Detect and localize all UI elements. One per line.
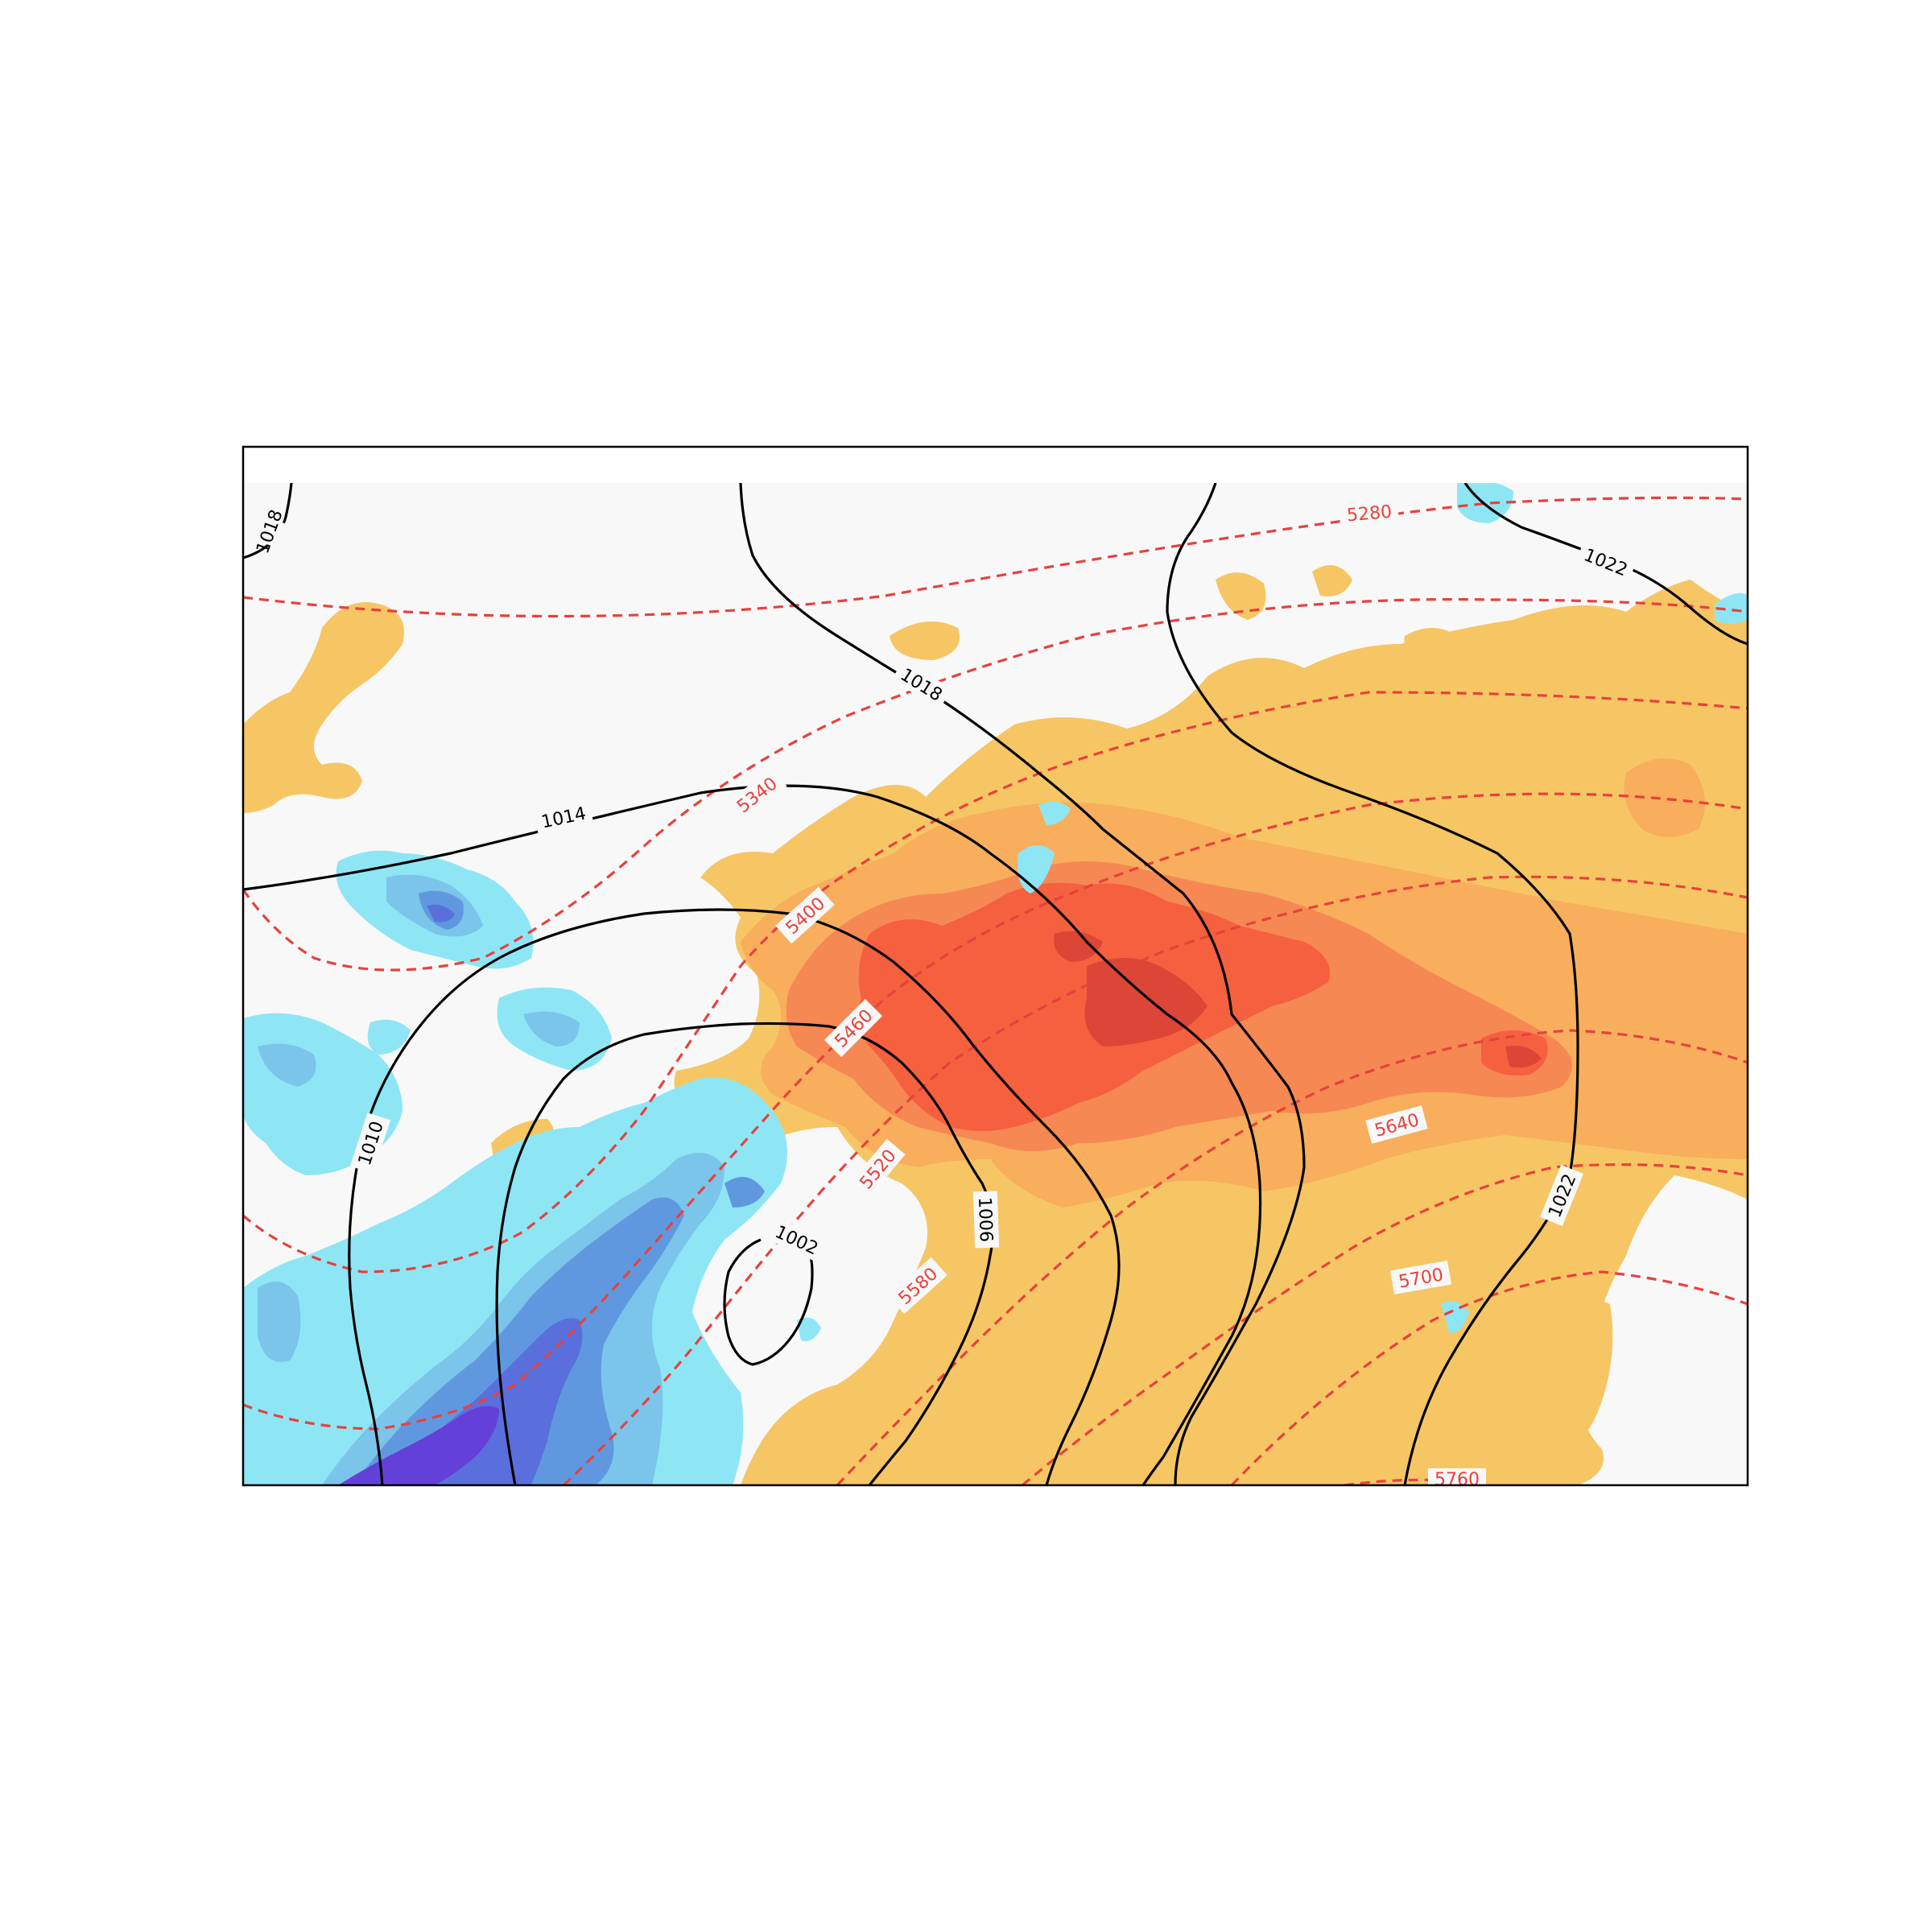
height-contour-5400 — [243, 691, 1748, 1274]
height-contour-5640 — [1021, 1163, 1748, 1485]
cold-level-2-area — [258, 1043, 316, 1087]
warm-anomaly-shading — [243, 565, 1748, 1485]
isobar-label: 1006 — [974, 1197, 996, 1243]
cold-level-3-area — [354, 1197, 684, 1485]
isobar-label-group: 1018 1014 1010 1018 1002 1006 1022 1022 — [246, 507, 1637, 1263]
isobar-1002 — [723, 1238, 814, 1366]
cold-level-1-area — [367, 1019, 411, 1055]
cold-level-4-area — [427, 904, 455, 923]
cold-level-2-area — [258, 1282, 301, 1362]
cold-level-1-area — [1441, 1301, 1469, 1333]
isobar-1018-central — [739, 483, 1306, 1485]
cold-level-5-area — [338, 1406, 499, 1485]
cold-level-1-area — [1038, 802, 1071, 825]
height-label: 5280 — [1346, 502, 1393, 526]
isobar-1022 — [1166, 483, 1579, 1485]
height-label: 5760 — [1435, 1470, 1480, 1490]
height-contour-5520 — [562, 875, 1748, 1485]
height-contour-5340 — [243, 597, 1748, 972]
warm-level-1-area — [1312, 565, 1352, 597]
warm-level-1-area — [1216, 572, 1266, 620]
warm-level-2-area — [1624, 758, 1705, 837]
cold-level-1-area — [797, 1317, 821, 1341]
warm-level-1-area — [1404, 628, 1457, 660]
warm-level-1-area — [1546, 1298, 1613, 1443]
warm-level-5-area — [1084, 958, 1208, 1046]
warm-level-5-area — [1505, 1046, 1542, 1068]
warm-level-1-area — [890, 621, 960, 660]
isobar-1010 — [348, 908, 1121, 1485]
isobar-1018-west — [243, 483, 293, 559]
warm-level-5-area — [1054, 931, 1103, 962]
warm-level-1-area — [243, 602, 404, 813]
isobar-1006 — [495, 1022, 994, 1485]
height-contour-5700 — [1230, 1270, 1748, 1485]
height-contour-5280 — [243, 496, 1748, 618]
height-contour-5460 — [243, 792, 1748, 1430]
cold-level-2-area — [523, 1011, 580, 1046]
cold-level-3-area — [724, 1177, 765, 1208]
cold-anomaly-shading — [243, 483, 1748, 1485]
height-contours — [243, 496, 1748, 1485]
cold-level-1-area — [1715, 592, 1748, 624]
map-frame — [242, 445, 1749, 1487]
